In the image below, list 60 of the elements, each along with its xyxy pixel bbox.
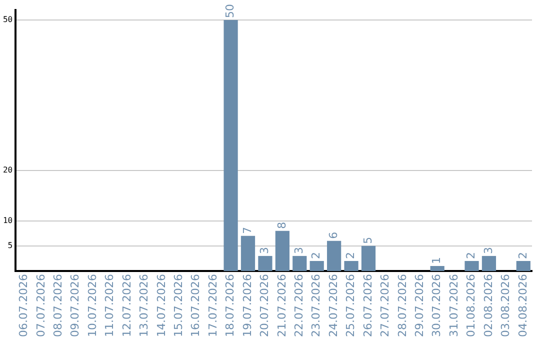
x-tick-label: 13.07.2026 <box>138 274 151 338</box>
x-tick-label: 26.07.2026 <box>361 274 374 338</box>
x-tick-label: 08.07.2026 <box>52 274 65 338</box>
y-tick-label: 10 <box>2 216 13 225</box>
bar <box>344 260 358 272</box>
bar <box>482 256 496 272</box>
data-label: 2 <box>310 252 323 259</box>
x-tick-label: 27.07.2026 <box>378 274 392 338</box>
x-tick-label: 09.07.2026 <box>68 274 82 338</box>
x-tick-label: 11.07.2026 <box>103 274 116 338</box>
x-tick-label: 18.07.2026 <box>224 274 237 338</box>
data-label: 2 <box>464 252 478 259</box>
x-tick-label: 28.07.2026 <box>396 274 409 338</box>
x-tick-label: 07.07.2026 <box>34 274 48 338</box>
x-tick-label: 24.07.2026 <box>326 274 340 338</box>
x-tick-label: 25.07.2026 <box>344 274 358 338</box>
bar <box>327 240 342 272</box>
data-label: 8 <box>275 222 288 229</box>
bar <box>464 260 479 272</box>
x-tick-label: 21.07.2026 <box>275 274 288 338</box>
y-tick-label: 50 <box>2 15 13 24</box>
x-tick-label: 14.07.2026 <box>154 274 168 338</box>
x-tick-label: 20.07.2026 <box>258 274 272 338</box>
x-tick-label: 16.07.2026 <box>189 274 202 338</box>
x-tick-label: 10.07.2026 <box>86 274 99 338</box>
x-tick-label: 01.08.2026 <box>464 274 478 338</box>
bar <box>292 256 307 272</box>
bar <box>240 236 256 272</box>
x-tick-label: 17.07.2026 <box>206 274 220 338</box>
x-tick-label: 23.07.2026 <box>310 274 323 338</box>
bar <box>224 20 238 272</box>
data-label: 2 <box>344 252 358 259</box>
x-tick-label: 15.07.2026 <box>172 274 186 338</box>
x-tick-label: 02.08.2026 <box>482 274 495 338</box>
x-tick-label: 06.07.2026 <box>17 274 30 338</box>
data-label: 6 <box>326 232 340 239</box>
x-tick-label: 12.07.2026 <box>120 274 134 338</box>
data-label: 3 <box>482 246 495 254</box>
x-tick-label: 19.07.2026 <box>240 274 254 338</box>
bar <box>516 260 530 272</box>
x-tick-label: 31.07.2026 <box>447 274 460 338</box>
data-label: 1 <box>430 257 444 264</box>
data-label: 50 <box>224 4 237 18</box>
data-label: 7 <box>240 226 254 234</box>
x-tick-label: 03.08.2026 <box>499 274 512 338</box>
x-tick-label: 29.07.2026 <box>412 274 426 338</box>
y-tick-label: 5 <box>8 241 13 250</box>
bar <box>258 256 272 272</box>
y-tick-label: 20 <box>2 166 13 175</box>
bar <box>310 260 324 272</box>
data-label: 3 <box>292 246 306 254</box>
bar <box>275 230 290 272</box>
x-tick-label: 04.08.2026 <box>516 274 530 338</box>
bar <box>430 266 444 272</box>
data-label: 2 <box>516 252 530 259</box>
data-label: 5 <box>361 236 374 244</box>
x-tick-label: 22.07.2026 <box>292 274 306 338</box>
x-tick-label: 30.07.2026 <box>430 274 444 338</box>
bar <box>361 246 376 272</box>
data-label: 3 <box>258 246 272 254</box>
